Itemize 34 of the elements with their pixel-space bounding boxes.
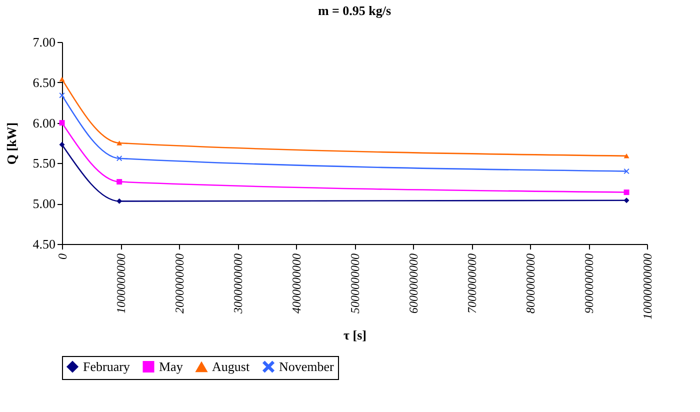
y-tick-label: 6.50	[32, 74, 56, 90]
x-tick-label: 6000000000	[406, 254, 420, 314]
point	[59, 120, 65, 126]
x-tick-label: 9000000000	[582, 254, 596, 314]
point	[59, 76, 65, 82]
y-tick-label: 5.50	[32, 156, 56, 171]
legend-label: May	[159, 358, 184, 374]
legend-label: August	[212, 359, 250, 374]
x-tick-label: 7000000000	[465, 254, 479, 314]
point	[624, 190, 630, 196]
y-tick-label: 6.00	[32, 115, 56, 130]
x-tick-label: 8000000000	[524, 254, 538, 314]
point	[116, 140, 122, 146]
y-tick-label: 4.50	[32, 236, 56, 252]
y-axis-title: Q [kW]	[4, 122, 19, 165]
x-axis-title: τ [s]	[344, 328, 366, 342]
legend-label: February	[83, 358, 130, 374]
chart-title: m = 0.95 kg/s	[318, 3, 392, 18]
y-tick-label: 7.00	[32, 34, 56, 50]
point	[624, 198, 630, 204]
x-tick-label: 4000000000	[290, 254, 304, 314]
point	[59, 92, 65, 98]
point	[624, 154, 630, 158]
x-tick-label: 0	[56, 254, 70, 260]
point	[116, 156, 122, 162]
point	[116, 179, 122, 185]
x-tick-label: 3000000000	[231, 254, 245, 314]
x-tick-label: 10000000000	[640, 254, 654, 320]
y-tick-label: 5.00	[32, 196, 56, 212]
legend-label: November	[279, 358, 335, 374]
x-tick-label: 2000000000	[172, 254, 186, 314]
x-tick-label: 5000000000	[348, 254, 362, 314]
point	[59, 142, 65, 148]
x-tick-label: 1000000000	[114, 254, 128, 314]
